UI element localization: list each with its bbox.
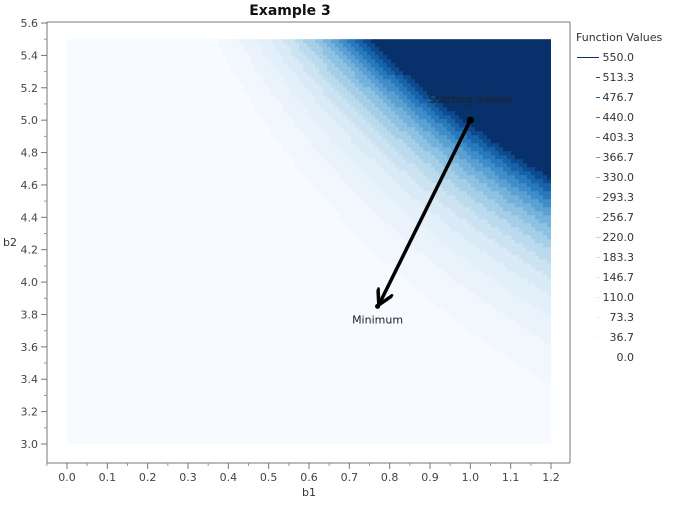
legend-swatch-icon: [596, 277, 600, 278]
legend: Function Values 550.0 513.3 476.7 440.0 403.…: [576, 31, 676, 368]
legend-value: 110.0: [602, 291, 635, 304]
y-tick-label: 3.2: [21, 406, 39, 419]
legend-value: 0.0: [616, 351, 635, 364]
legend-value: 256.7: [602, 211, 635, 224]
y-tick-label: 4.4: [21, 211, 39, 224]
legend-item: 440.0: [576, 108, 676, 128]
legend-value: 440.0: [602, 111, 635, 124]
legend-swatch-icon: [596, 237, 600, 238]
legend-value: 366.7: [602, 151, 635, 164]
legend-value: 73.3: [609, 311, 635, 324]
legend-swatch-icon: [596, 77, 600, 78]
path-arrow: [380, 119, 472, 303]
legend-item: 73.3: [576, 308, 676, 328]
x-tick-label: 0.9: [421, 471, 439, 484]
y-tick-label: 3.6: [21, 341, 39, 354]
legend-value: 183.3: [602, 251, 635, 264]
legend-value: 36.7: [609, 331, 635, 344]
legend-item: 110.0: [576, 288, 676, 308]
legend-item: 256.7: [576, 208, 676, 228]
legend-swatch-icon: [596, 117, 600, 118]
annotation-minimum: Minimum: [352, 313, 403, 326]
x-axis-title: b1: [302, 486, 316, 499]
x-tick-label: 0.0: [58, 471, 76, 484]
x-tick-label: 0.1: [99, 471, 117, 484]
x-tick-label: 0.4: [220, 471, 238, 484]
legend-item: 513.3: [576, 68, 676, 88]
chart-title: Example 3: [249, 3, 331, 19]
y-tick-label: 5.6: [21, 17, 39, 30]
y-tick-label: 5.2: [21, 82, 39, 95]
legend-value: 403.3: [602, 131, 635, 144]
legend-swatch-icon: [596, 217, 600, 218]
y-tick-label: 4.2: [21, 244, 39, 257]
start-point-marker: [466, 116, 474, 124]
minimum-point-marker: [375, 303, 381, 309]
y-tick-label: 5.0: [21, 114, 39, 127]
x-tick-label: 1.1: [502, 471, 520, 484]
legend-item: 330.0: [576, 168, 676, 188]
y-axis: 3.0 3.2 3.4 3.6 3.8 4.0 4.2 4.4 4.6 4.8 5.0 5.2 5.4 5…: [21, 17, 47, 451]
x-axis: 0.0 0.1 0.2 0.3 0.4 0.5 0.6 0.7 0.8 0.9 1.0 1.1 1.2: [46, 463, 560, 484]
legend-value: 513.3: [602, 71, 635, 84]
legend-item: 366.7: [576, 148, 676, 168]
legend-title: Function Values: [576, 31, 663, 44]
legend-swatch-icon: [596, 157, 600, 158]
y-axis-title: b2: [3, 236, 17, 249]
legend-swatch-icon: [596, 257, 600, 258]
legend-item: 0.0: [576, 348, 676, 368]
x-tick-label: 0.3: [179, 471, 197, 484]
x-tick-label: 1.2: [542, 471, 560, 484]
optimization-path: Starting Values Minimum: [352, 93, 512, 326]
y-tick-label: 4.6: [21, 179, 39, 192]
legend-swatch-icon: [596, 297, 600, 298]
x-tick-label: 0.2: [139, 471, 157, 484]
legend-swatch-icon: [596, 337, 600, 338]
legend-item: 403.3: [576, 128, 676, 148]
x-tick-label: 0.7: [341, 471, 359, 484]
legend-item: 550.0: [576, 48, 676, 68]
legend-item: 183.3: [576, 248, 676, 268]
legend-swatch-icon: [596, 197, 600, 198]
legend-swatch-icon: [596, 317, 600, 318]
x-tick-label: 0.6: [300, 471, 318, 484]
legend-item: 36.7: [576, 328, 676, 348]
x-tick-label: 1.0: [462, 471, 480, 484]
x-tick-label: 0.8: [381, 471, 399, 484]
legend-item: 293.3: [576, 188, 676, 208]
legend-item: 220.0: [576, 228, 676, 248]
legend-value: 146.7: [602, 271, 635, 284]
legend-value: 476.7: [602, 91, 635, 104]
y-tick-label: 3.4: [21, 373, 39, 386]
annotation-starting-values: Starting Values: [429, 93, 513, 106]
y-tick-label: 4.0: [21, 276, 39, 289]
legend-value: 550.0: [602, 51, 635, 64]
legend-item: 476.7: [576, 88, 676, 108]
legend-swatch-icon: [596, 137, 600, 138]
legend-swatch-icon: [596, 357, 600, 358]
y-tick-label: 3.0: [21, 438, 39, 451]
legend-value: 293.3: [602, 191, 635, 204]
legend-value: 330.0: [602, 171, 635, 184]
x-tick-label: 0.5: [260, 471, 278, 484]
legend-item: 146.7: [576, 268, 676, 288]
legend-swatch-icon: [577, 57, 599, 58]
contour-fills: [67, 39, 551, 444]
legend-swatch-icon: [596, 177, 600, 178]
legend-swatch-icon: [596, 97, 600, 98]
y-tick-label: 3.8: [21, 308, 39, 321]
legend-value: 220.0: [602, 231, 635, 244]
y-tick-label: 5.4: [21, 49, 39, 62]
y-tick-label: 4.8: [21, 147, 39, 160]
legend-rows: 550.0 513.3 476.7 440.0 403.3 366.7 330.0 293.3…: [576, 48, 676, 368]
